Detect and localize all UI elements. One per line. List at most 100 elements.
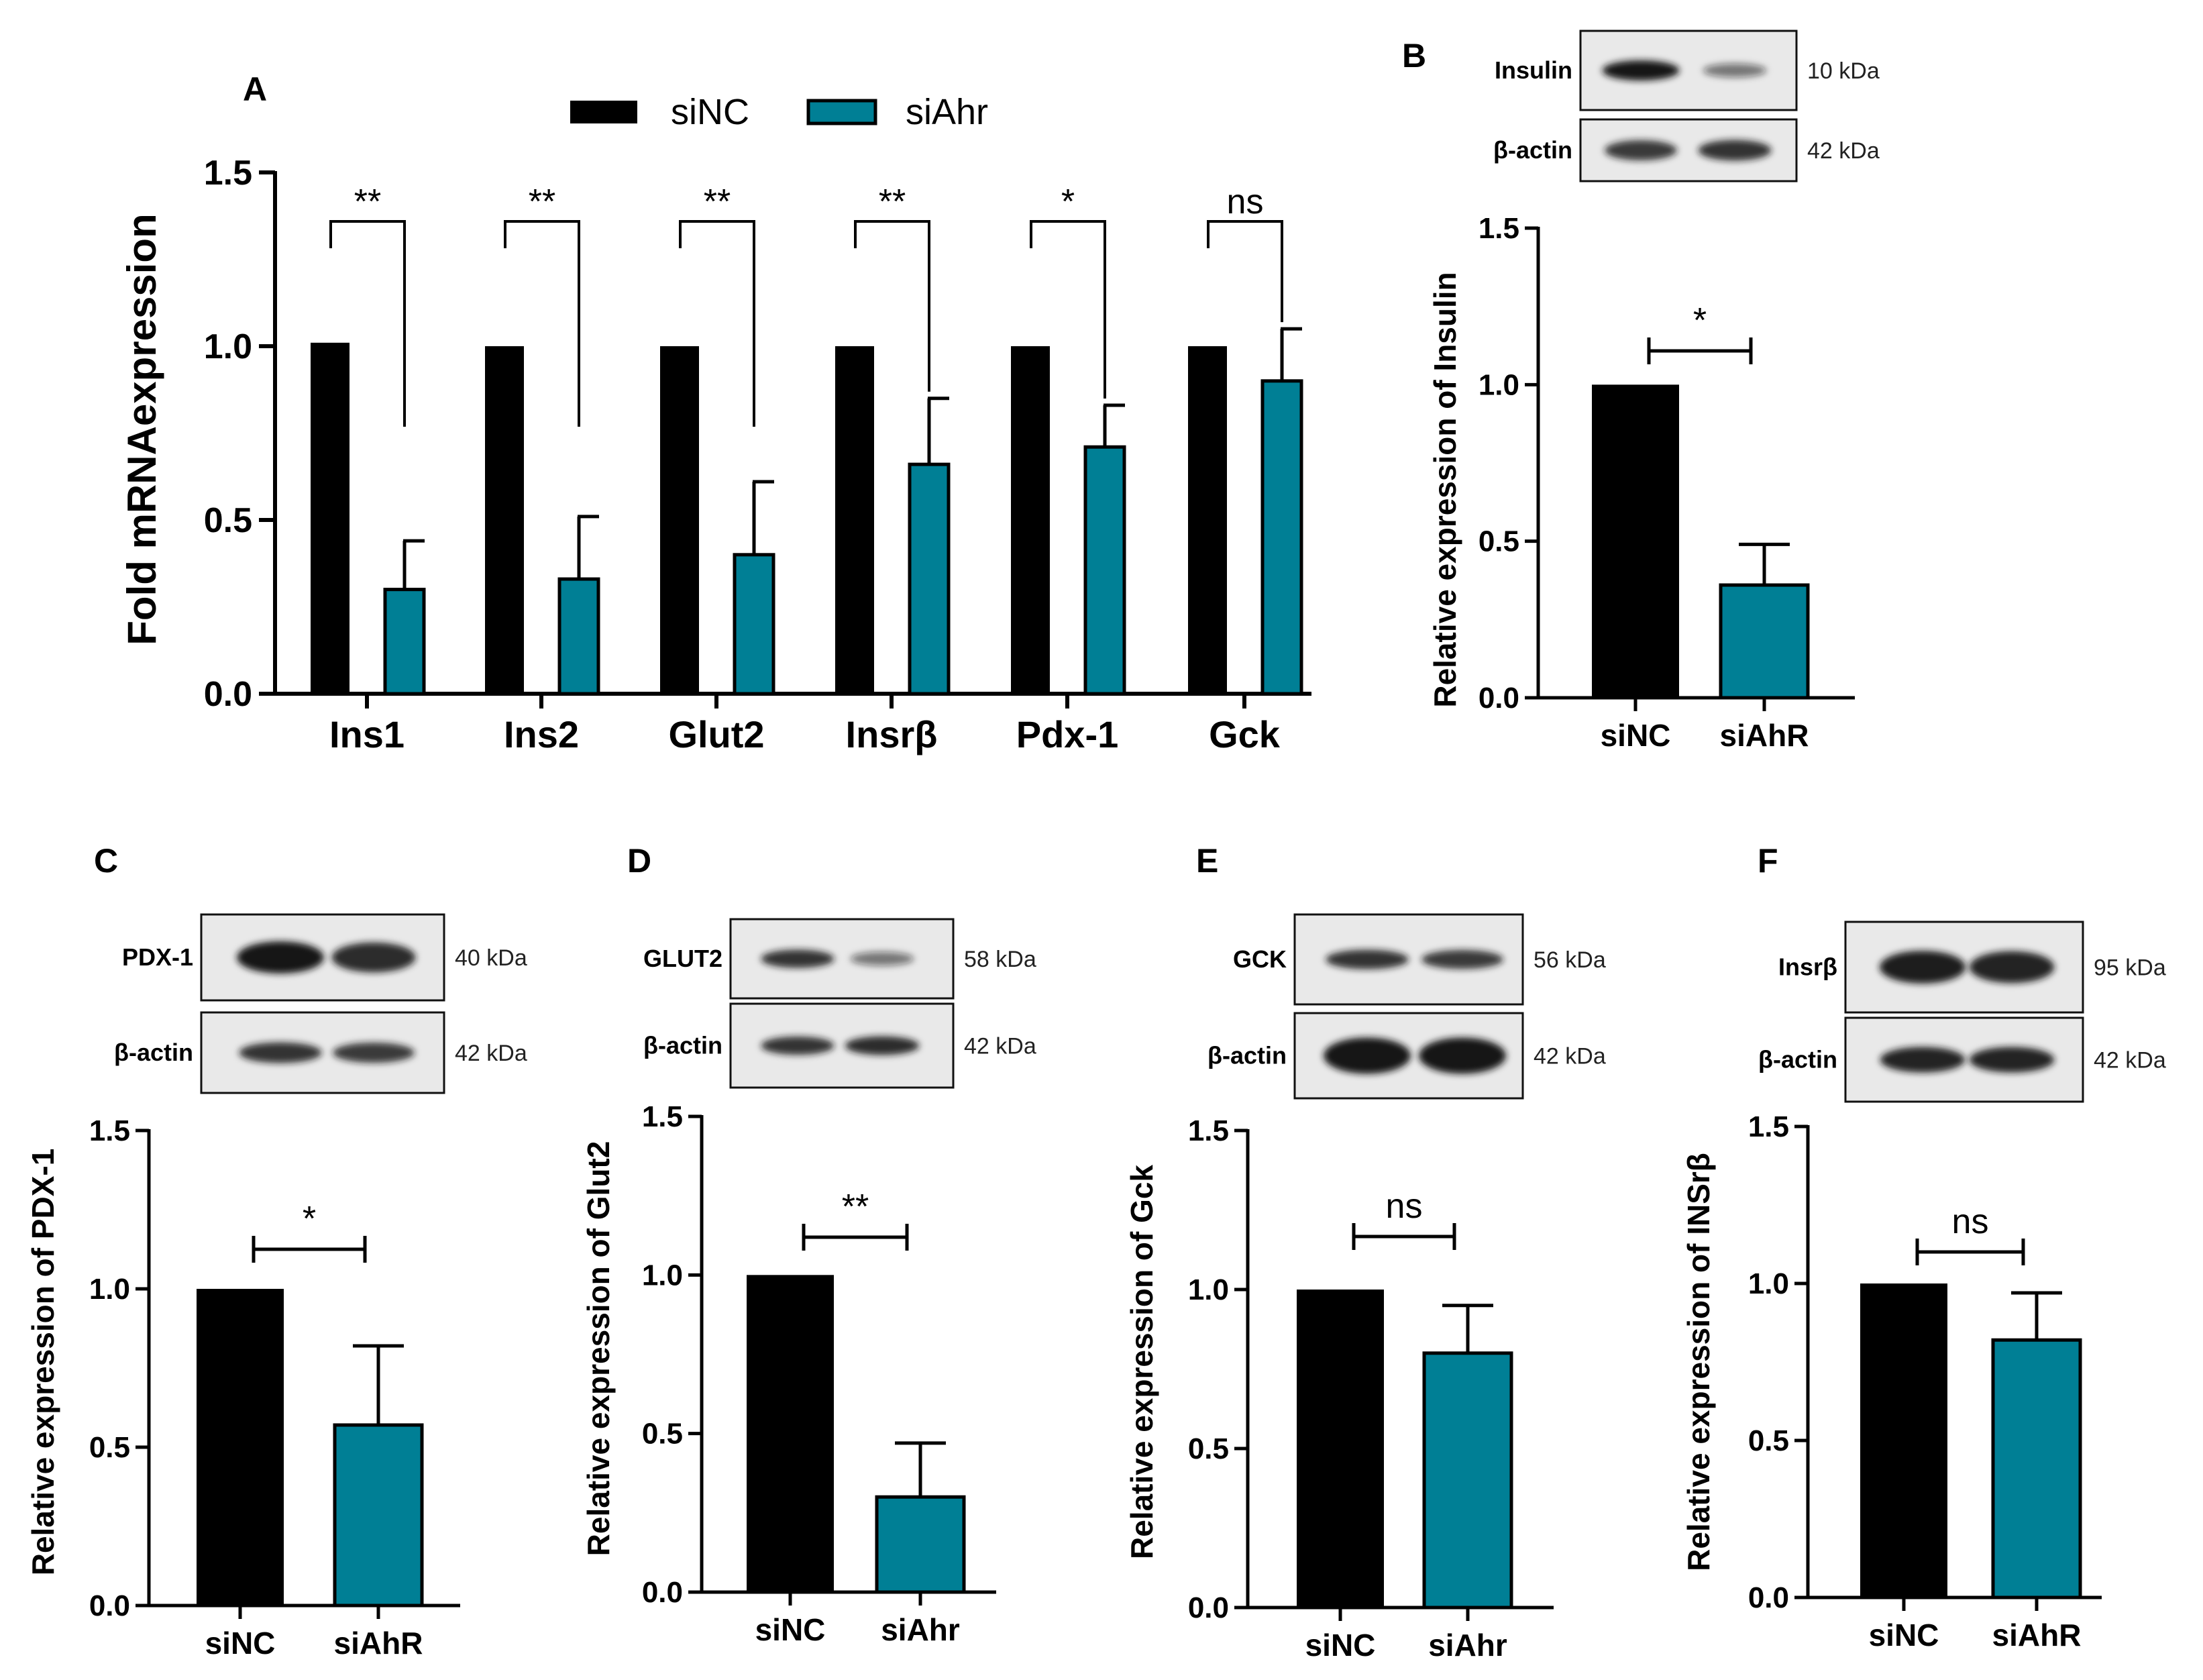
y-tick-label: 0.0 <box>642 1576 683 1609</box>
x-axis: siNC siAhr <box>700 1590 996 1647</box>
y-axis: 0.0 0.5 1.0 1.5 <box>204 154 277 714</box>
significance-bracket <box>329 220 406 427</box>
blot-band <box>1421 949 1503 969</box>
bar-siahr <box>1719 583 1810 700</box>
blot-kda-label: 40 kDa <box>455 945 527 971</box>
significance-label: ns <box>1952 1202 1989 1241</box>
blot-kda-label: 42 kDa <box>455 1041 527 1066</box>
x-tick-label: siAhR <box>334 1626 423 1661</box>
x-tick-label: siNC <box>205 1626 276 1661</box>
blot-row-label: β-actin <box>1207 1042 1287 1069</box>
legend-swatch-siahr <box>806 99 877 125</box>
bar-sinc <box>1297 1290 1384 1608</box>
bar-sinc-ins2 <box>485 346 524 694</box>
y-tick-label: 0.5 <box>89 1431 130 1464</box>
x-tick-label: siNC <box>755 1612 826 1647</box>
bar-sinc-ins1 <box>311 342 350 694</box>
y-tick-label: 0.0 <box>1748 1581 1789 1614</box>
western-blot: Insulin 10 kDa β-actin 42 kDa <box>1493 30 1880 182</box>
y-tick-label: 1.0 <box>204 327 252 366</box>
x-axis: siNC siAhR <box>148 1604 460 1661</box>
bars <box>1860 1283 2082 1599</box>
blot-band <box>850 951 914 966</box>
significance-bracket: ** <box>802 1188 909 1251</box>
x-axis: siNC siAhR <box>1537 696 1855 753</box>
bar-siahr <box>1991 1338 2082 1599</box>
y-tick-label: 0.5 <box>642 1418 683 1451</box>
blot-band <box>1324 1037 1411 1074</box>
y-tick-label: 0.5 <box>1188 1432 1229 1465</box>
blot-band <box>1703 63 1767 78</box>
panel-f-chart: F Insrβ 95 kDa β-actin 42 kDa Relative expr… <box>1681 842 2166 1652</box>
y-tick-label: 1.0 <box>89 1273 130 1306</box>
bars <box>311 327 1303 696</box>
x-tick-label: siAhR <box>1720 718 1809 753</box>
blot-band <box>761 1036 835 1055</box>
y-tick-label: 1.0 <box>642 1259 683 1292</box>
blot-kda-label: 10 kDa <box>1807 58 1880 84</box>
blot-kda-label: 42 kDa <box>964 1034 1036 1059</box>
blot-kda-label: 42 kDa <box>2094 1048 2166 1073</box>
x-tick-label: Glut2 <box>668 713 764 755</box>
bar-siahr-pdx-1 <box>1083 445 1126 696</box>
y-tick-label: 0.0 <box>1188 1591 1229 1624</box>
panel-e-chart: E GCK 56 kDa β-actin 42 kDa Relative expres… <box>1124 842 1606 1663</box>
bar-sinc <box>747 1275 834 1592</box>
y-tick-label: 0.5 <box>1748 1424 1789 1457</box>
blot-band <box>1879 951 1966 984</box>
bar-siahr-ins1 <box>383 588 426 696</box>
y-axis-title: Fold mRNAexpression <box>119 213 164 645</box>
bar-sinc-pdx-1 <box>1011 346 1050 694</box>
blot-kda-label: 56 kDa <box>1534 947 1606 973</box>
x-tick-label: siAhr <box>881 1612 960 1647</box>
significance-label: ** <box>354 182 381 221</box>
panel-letter-d: D <box>627 842 651 880</box>
y-axis-title: Relative expression of Gck <box>1124 1165 1159 1559</box>
x-axis: siNC siAhr <box>1246 1606 1554 1663</box>
significance-bracket: ns <box>1915 1202 2025 1265</box>
bars <box>1297 1290 1513 1610</box>
western-blot: PDX-1 40 kDa β-actin 42 kDa <box>114 913 527 1094</box>
blot-band <box>1698 140 1772 161</box>
blot-band <box>1969 1047 2055 1073</box>
blot-band <box>1326 949 1409 969</box>
significance-bracket <box>679 220 755 427</box>
blot-band <box>331 942 416 973</box>
x-tick-label: siAhr <box>1428 1628 1507 1663</box>
panel-d-chart: D GLUT2 58 kDa β-actin 42 kDa Relative expr… <box>581 842 1036 1647</box>
bar-siahr <box>875 1495 966 1594</box>
x-tick-label: Gck <box>1209 713 1281 755</box>
blot-band <box>237 941 324 974</box>
bar-sinc <box>1860 1283 1947 1597</box>
significance-bracket <box>1207 220 1283 323</box>
y-tick-label: 1.5 <box>204 154 252 193</box>
blot-row-label: GCK <box>1233 945 1287 973</box>
significance-bracket: * <box>1647 301 1753 364</box>
panel-letter-f: F <box>1758 842 1778 880</box>
blot-kda-label: 42 kDa <box>1807 138 1880 164</box>
significance-label: ** <box>842 1188 869 1226</box>
blot-row-label: GLUT2 <box>643 945 722 972</box>
x-tick-label: siNC <box>1305 1628 1376 1663</box>
significance-label: ** <box>704 182 731 221</box>
bar-siahr-insrβ <box>908 462 951 696</box>
blot-row-label: Insrβ <box>1778 953 1837 981</box>
x-axis: Ins1 Ins2 Glut2 Insrβ Pdx-1 Gck <box>273 692 1311 755</box>
significance-label: ns <box>1227 182 1264 221</box>
blot-row-label: β-actin <box>1493 136 1572 164</box>
x-tick-label: Pdx-1 <box>1016 713 1119 755</box>
blot-band <box>761 949 835 968</box>
x-tick-label: Insrβ <box>846 713 938 755</box>
significance-bracket: * <box>252 1200 367 1263</box>
x-tick-label: siAhR <box>1992 1618 2082 1652</box>
significance-brackets: ** ** ** ** * ns <box>329 182 1283 427</box>
y-tick-label: 1.0 <box>1748 1267 1789 1300</box>
y-axis: 0.0 0.5 1.0 1.5 <box>1479 212 1540 715</box>
panel-letter-c: C <box>94 842 118 880</box>
legend-label-sinc: siNC <box>671 92 749 132</box>
significance-label: ** <box>529 182 555 221</box>
significance-label: * <box>1061 182 1075 221</box>
panel-letter-e: E <box>1196 842 1218 880</box>
y-tick-label: 1.5 <box>1188 1114 1229 1147</box>
